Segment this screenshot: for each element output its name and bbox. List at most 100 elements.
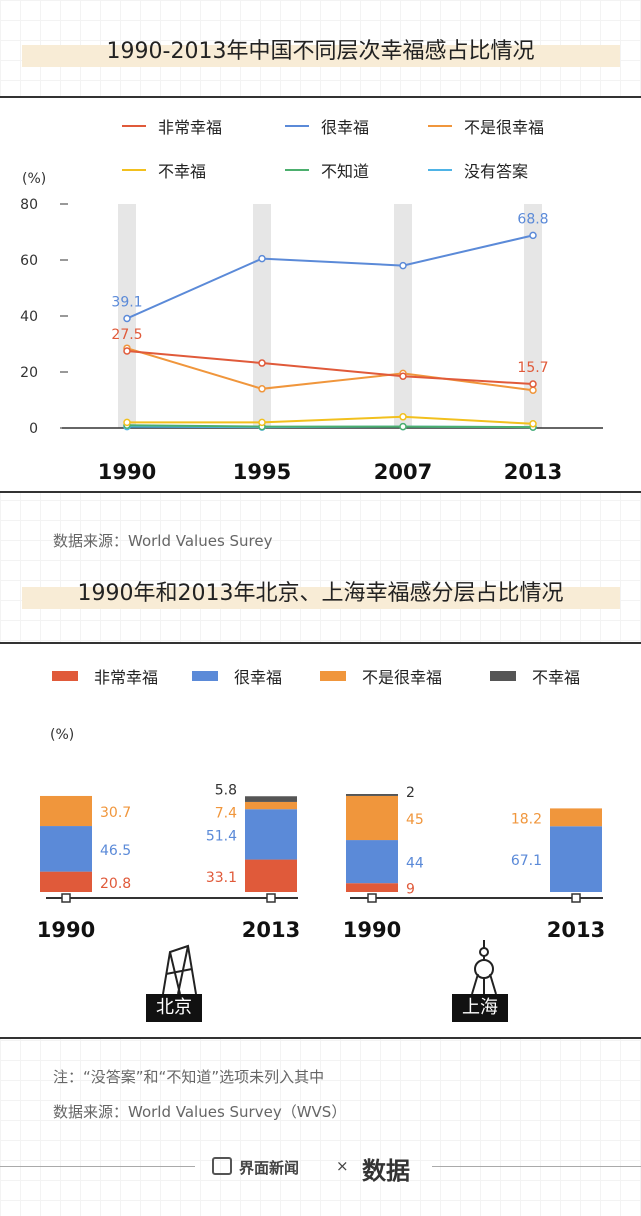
data-point [399, 413, 407, 421]
legend-swatch [428, 125, 452, 127]
bar-segment [245, 809, 297, 860]
legend-item: 很幸福 [192, 664, 282, 688]
x-tick-label: 1990 [98, 460, 156, 484]
landmark-stroke [479, 947, 489, 957]
data-point [529, 380, 537, 388]
data-label: 15.7 [517, 360, 548, 376]
city-label-shanghai: 上海 [452, 994, 508, 1022]
legend-item: 不幸福 [122, 158, 206, 182]
data-label: 67.1 [511, 853, 542, 869]
data-point [529, 386, 537, 394]
bar-segment [40, 871, 92, 892]
bar-segment [40, 826, 92, 872]
year-marker [367, 893, 377, 903]
bar-segment [550, 826, 602, 892]
legend-label: 很幸福 [234, 668, 283, 687]
chart1-title-highlight [22, 45, 620, 67]
landmark-stroke [471, 973, 497, 995]
data-label: 33.1 [206, 870, 237, 886]
legend-item: 非常幸福 [52, 664, 158, 688]
landmark-stroke [474, 959, 494, 979]
data-point [258, 385, 266, 393]
year-marker [571, 893, 581, 903]
bar-segment [245, 796, 297, 802]
y-unit-label: (%) [50, 727, 74, 743]
chart2-title-highlight [22, 587, 620, 609]
series-line [127, 415, 534, 425]
shanghai-landmark-icon [471, 940, 497, 995]
legend-item: 没有答案 [428, 158, 528, 182]
data-point [399, 422, 407, 431]
legend-swatch [490, 671, 516, 681]
x-tick-label: 1990 [343, 918, 401, 942]
data-label: 44 [406, 856, 424, 872]
data-point [529, 231, 537, 240]
x-tick-label: 1995 [233, 460, 291, 484]
y-tick-label: 80 [20, 197, 38, 213]
legend-item: 非常幸福 [122, 114, 222, 138]
y-tick-label: 40 [20, 309, 38, 325]
bar-segment [40, 795, 92, 827]
y-tick-label: 60 [20, 253, 38, 269]
data-point [123, 347, 131, 355]
chart2-panel: 非常幸福 很幸福 不是很幸福 不幸福 (%) 20.8 46.5 30.7 1990 33.1 5… [0, 644, 641, 1038]
data-point [258, 359, 266, 367]
partner-logo: 数据 [362, 1157, 410, 1185]
stacked-bar-chart: (%) 20.8 46.5 30.7 1990 33.1 51.4 7.4 5.8 2013 9 44… [37, 727, 605, 995]
data-label: 39.1 [111, 295, 142, 311]
series-line [126, 424, 534, 429]
chart2-title: 1990年和2013年北京、上海幸福感分层占比情况 [77, 581, 564, 606]
legend-item: 不幸福 [490, 664, 580, 688]
legend-swatch [52, 671, 78, 681]
year-band [394, 204, 412, 428]
data-point [399, 372, 407, 380]
series-line [126, 347, 534, 392]
data-label: 9 [406, 882, 415, 898]
data-label: 30.7 [100, 805, 131, 821]
legend-item: 不是很幸福 [320, 664, 442, 688]
legend-swatch [428, 169, 452, 171]
data-label: 2 [406, 785, 415, 801]
legend-swatch [122, 125, 146, 127]
series-line [126, 234, 534, 320]
legend-label: 不知道 [321, 162, 370, 181]
data-point [123, 418, 131, 427]
footer-separator: × [336, 1157, 349, 1175]
brand-logo-icon [212, 1157, 232, 1175]
legend-label: 非常幸福 [158, 118, 223, 137]
chart1-title: 1990-2013年中国不同层次幸福感占比情况 [106, 39, 535, 64]
data-point [258, 254, 266, 263]
y-unit-label: (%) [22, 171, 46, 187]
city-label-beijing: 北京 [146, 994, 202, 1022]
y-tick-label: 0 [29, 421, 38, 437]
landmark-stroke [162, 944, 197, 995]
legend-item: 很幸福 [285, 114, 369, 138]
chart2-source: 数据来源：World Values Survey（WVS） [53, 1103, 347, 1121]
bar-segment [346, 795, 398, 841]
x-tick-label: 2007 [374, 460, 432, 484]
data-label: 18.2 [511, 811, 542, 827]
year-band [253, 204, 271, 428]
legend-swatch [320, 671, 346, 681]
y-tick-label: 20 [20, 365, 38, 381]
data-label: 68.8 [517, 211, 548, 227]
brand-name: 界面新闻 [239, 1159, 300, 1177]
legend-label: 没有答案 [464, 162, 529, 181]
bar-segment [346, 840, 398, 884]
legend-swatch [122, 169, 146, 171]
year-marker [266, 893, 276, 903]
data-point [258, 418, 266, 427]
chart1-panel: 非常幸福 很幸福 不是很幸福不幸福 不知道 没有答案 (%) 0 20 40 60 80 1990 1… [0, 98, 641, 493]
footer-rule-right [432, 1166, 641, 1167]
data-label: 27.5 [111, 327, 142, 343]
data-label: 46.5 [100, 843, 131, 859]
chart1-bottom-rule [0, 491, 641, 493]
footer-rule-left [0, 1166, 195, 1167]
legend-item: 不知道 [285, 158, 369, 182]
data-point [399, 261, 407, 270]
chart1-source: 数据来源：World Values Surey [53, 532, 273, 550]
legend-label: 不是很幸福 [464, 118, 545, 137]
x-tick-label: 2013 [504, 460, 562, 484]
data-label: 45 [406, 812, 424, 828]
data-point [123, 314, 131, 323]
